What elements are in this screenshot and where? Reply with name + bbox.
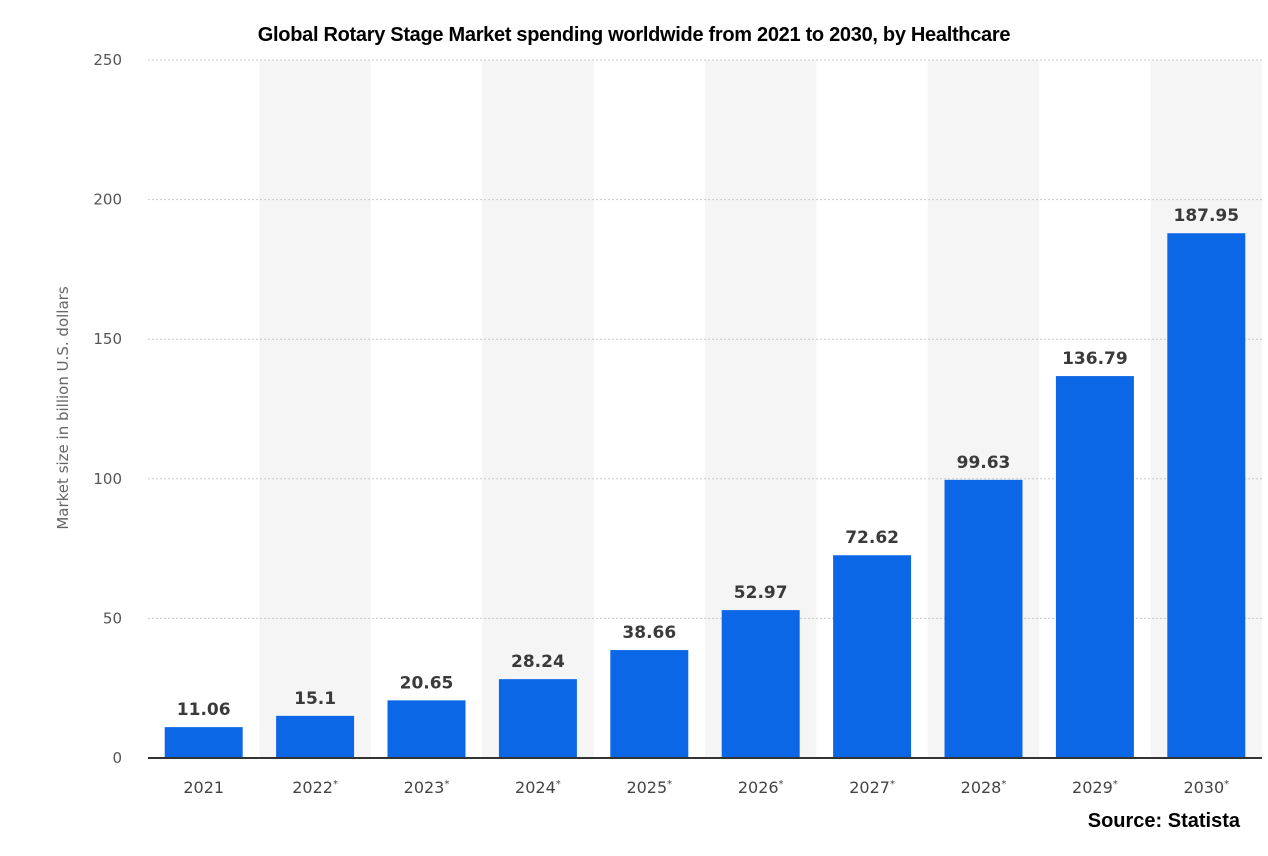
y-tick-label: 150 [93, 330, 122, 348]
x-tick-label: 2023* [404, 778, 450, 797]
x-tick-label: 2030* [1183, 778, 1229, 797]
y-axis-label: Market size in billion U.S. dollars [54, 286, 72, 529]
y-tick-label: 200 [93, 191, 122, 209]
x-tick-label: 2029* [1072, 778, 1118, 797]
chart-title: Global Rotary Stage Market spending worl… [257, 24, 1011, 46]
value-label: 72.62 [845, 528, 899, 548]
band [482, 60, 594, 758]
bar [498, 679, 577, 758]
value-label: 28.24 [511, 652, 565, 672]
bar [1167, 233, 1246, 759]
value-label: 15.1 [294, 689, 336, 709]
value-label: 136.79 [1062, 349, 1128, 369]
y-axis-ticks: 0 50 100 150 200 250 [93, 51, 122, 767]
bar [833, 555, 912, 758]
x-tick-label: 2021 [183, 778, 224, 797]
value-label: 187.95 [1173, 206, 1239, 226]
y-tick-label: 250 [93, 51, 122, 69]
x-tick-label: 2028* [961, 778, 1007, 797]
bar [164, 727, 243, 758]
value-label: 52.97 [734, 583, 788, 603]
bar [387, 700, 466, 758]
value-label: 38.66 [622, 623, 676, 643]
value-labels: 11.06 15.1 20.65 28.24 38.66 52.97 72.62 99.63 1… [177, 206, 1239, 720]
value-label: 99.63 [957, 453, 1011, 473]
value-label: 20.65 [400, 673, 454, 693]
x-tick-label: 2024* [515, 778, 561, 797]
x-tick-label: 2026* [738, 778, 784, 797]
band [259, 60, 371, 758]
value-label: 11.06 [177, 700, 231, 720]
source-label: Source: Statista [1087, 810, 1240, 832]
x-tick-label: 2025* [626, 778, 672, 797]
bar [944, 479, 1023, 758]
y-tick-label: 0 [112, 749, 122, 767]
bar [1055, 376, 1134, 758]
bar [276, 715, 355, 758]
bar [610, 650, 689, 758]
bar [721, 610, 800, 758]
x-tick-label: 2022* [292, 778, 338, 797]
bars [164, 233, 1246, 759]
x-axis-ticks: 2021 2022* 2023* 2024* 2025* 2026* 2027* 2028* 2… [183, 778, 1229, 797]
y-tick-label: 50 [103, 609, 122, 627]
y-tick-label: 100 [93, 470, 122, 488]
x-tick-label: 2027* [849, 778, 895, 797]
